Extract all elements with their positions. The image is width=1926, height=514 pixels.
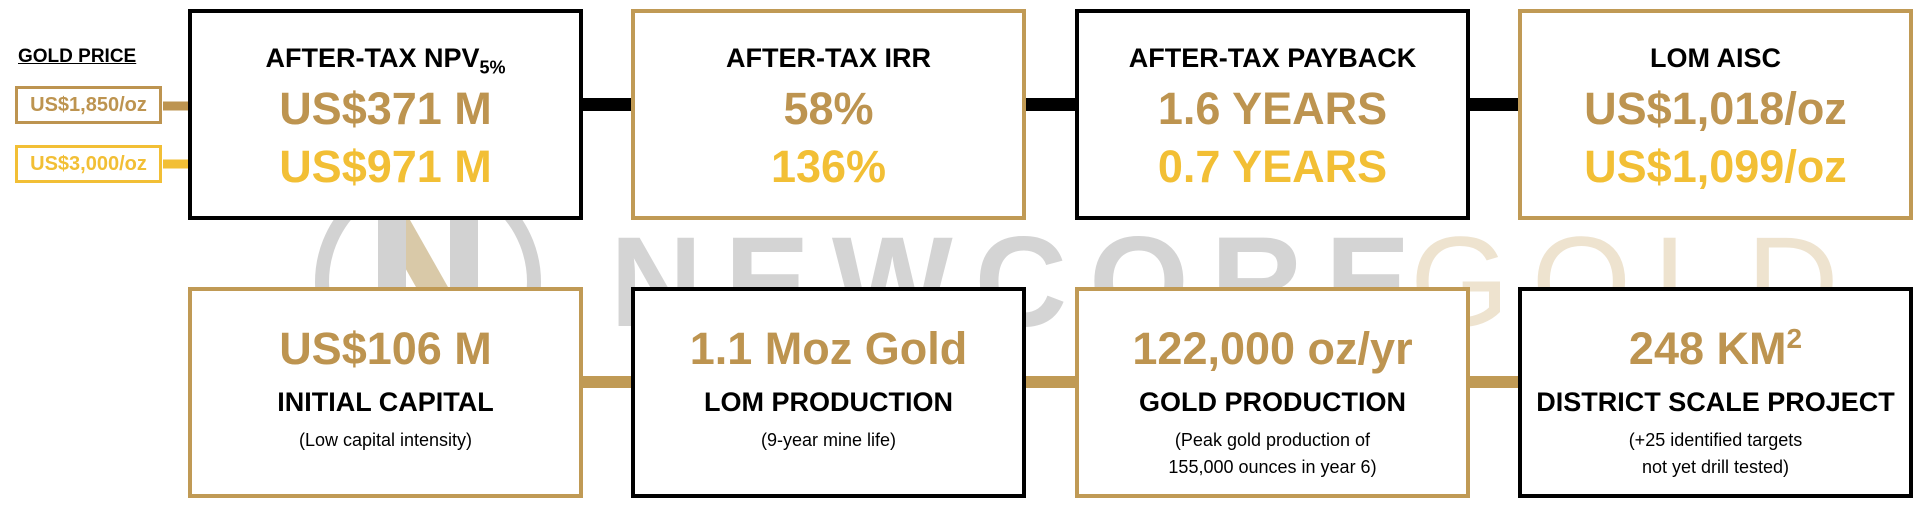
metric-value: US$971 M <box>279 141 492 192</box>
metric-value: 122,000 oz/yr <box>1132 323 1413 374</box>
value-superscript: 2 <box>1786 323 1803 354</box>
box-title: LOM AISC <box>1650 43 1781 73</box>
metric-box: 1.1 Moz Gold LOM PRODUCTION (9-year mine l… <box>631 287 1026 498</box>
metric-note: (Peak gold production of <box>1174 430 1371 450</box>
metric-box: AFTER-TAX PAYBACK 1.6 YEARS 0.7 YEARS <box>1075 9 1470 220</box>
metric-note: (Low capital intensity) <box>298 430 473 450</box>
metric-value: 1.1 Moz Gold <box>689 323 968 374</box>
price-box: US$3,000/oz <box>15 145 162 183</box>
metric-box: AFTER-TAX NPV5% US$371 M US$971 M <box>188 9 583 220</box>
metric-box: 122,000 oz/yr GOLD PRODUCTION (Peak gold p… <box>1075 287 1470 498</box>
connector <box>1026 376 1075 388</box>
connector <box>1470 376 1518 388</box>
connector <box>1470 98 1518 111</box>
metric-box: LOM AISC US$1,018/oz US$1,099/oz <box>1518 9 1913 220</box>
metric-label: GOLD PRODUCTION <box>1139 387 1406 417</box>
metric-note: (+25 identified targets <box>1628 430 1803 450</box>
connector <box>1026 98 1075 111</box>
title-subscript: 5% <box>479 57 506 78</box>
metric-box: 248 KM2 DISTRICT SCALE PROJECT (+25 identi… <box>1518 287 1913 498</box>
connector <box>583 98 631 111</box>
metric-value: 0.7 YEARS <box>1157 141 1388 192</box>
metric-box: US$106 M INITIAL CAPITAL (Low capital inte… <box>188 287 583 498</box>
metric-label: LOM PRODUCTION <box>704 387 953 417</box>
gold-price-label: GOLD PRICE <box>18 46 137 67</box>
metric-label: DISTRICT SCALE PROJECT <box>1536 387 1895 417</box>
metric-value: 136% <box>770 141 887 192</box>
metric-note: (9-year mine life) <box>760 430 897 450</box>
metric-value: US$371 M <box>279 83 492 134</box>
metric-value: US$1,099/oz <box>1584 141 1847 192</box>
metric-note: 155,000 ounces in year 6) <box>1168 457 1377 477</box>
price-box: US$1,850/oz <box>15 86 162 124</box>
metric-value: 58% <box>783 83 874 134</box>
metric-box: AFTER-TAX IRR 58% 136% <box>631 9 1026 220</box>
metric-note: not yet drill tested) <box>1641 457 1790 477</box>
metric-value: US$106 M <box>279 323 492 374</box>
metric-label: INITIAL CAPITAL <box>277 387 494 417</box>
connector <box>583 376 631 388</box>
metric-value: 248 KM2 <box>1628 323 1803 374</box>
box-title: AFTER-TAX NPV5% <box>265 43 506 78</box>
metric-value: US$1,018/oz <box>1584 83 1847 134</box>
box-title: AFTER-TAX PAYBACK <box>1128 43 1417 73</box>
box-title: AFTER-TAX IRR <box>726 43 931 73</box>
metric-value: 1.6 YEARS <box>1157 83 1388 134</box>
